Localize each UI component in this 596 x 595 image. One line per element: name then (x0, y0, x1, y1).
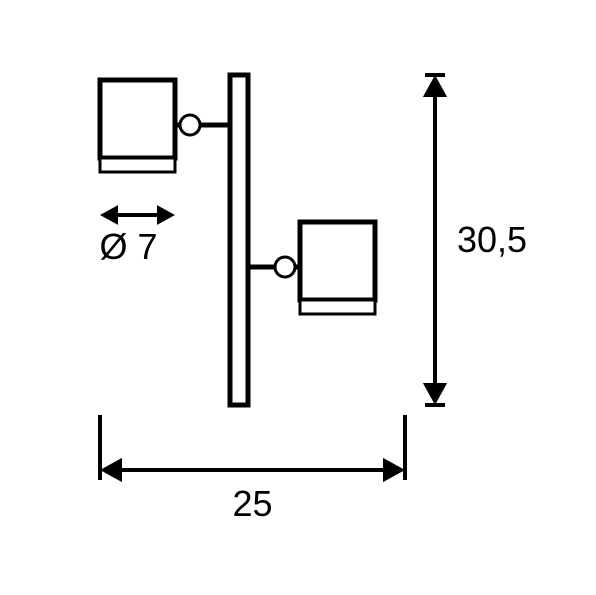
dim-height-label: 30,5 (457, 219, 527, 260)
head-left-lens (100, 158, 175, 172)
joint-left (180, 115, 200, 135)
joint-right (275, 257, 295, 277)
head-right-body (300, 222, 375, 300)
dim-diameter-label: Ø 7 (100, 226, 158, 267)
head-left-body (100, 80, 175, 158)
head-right-lens (300, 300, 375, 314)
dim-width-label: 25 (232, 483, 272, 524)
mounting-bar (230, 75, 248, 405)
